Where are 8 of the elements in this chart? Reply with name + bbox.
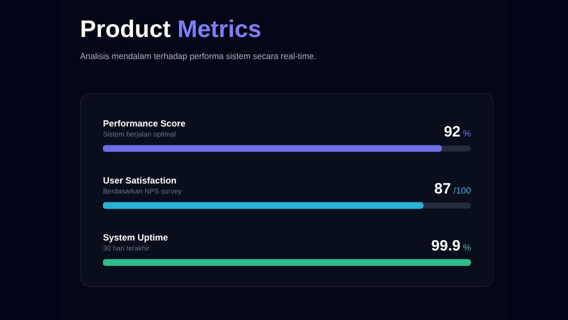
data-label: 99.9 %	[431, 238, 472, 254]
y-tick-label: Performance Score	[103, 118, 186, 128]
data-label: 87 /100	[434, 180, 472, 198]
chart-title: Product Metrics	[80, 16, 262, 44]
y-tick-label: User Satisfaction	[103, 176, 177, 186]
y-tick-label: System Uptime	[103, 232, 168, 242]
data-label: 92 %	[444, 124, 472, 140]
chart-subtitle: Analisis mendalam terhadap performa sistem secara real-time.	[80, 51, 316, 61]
